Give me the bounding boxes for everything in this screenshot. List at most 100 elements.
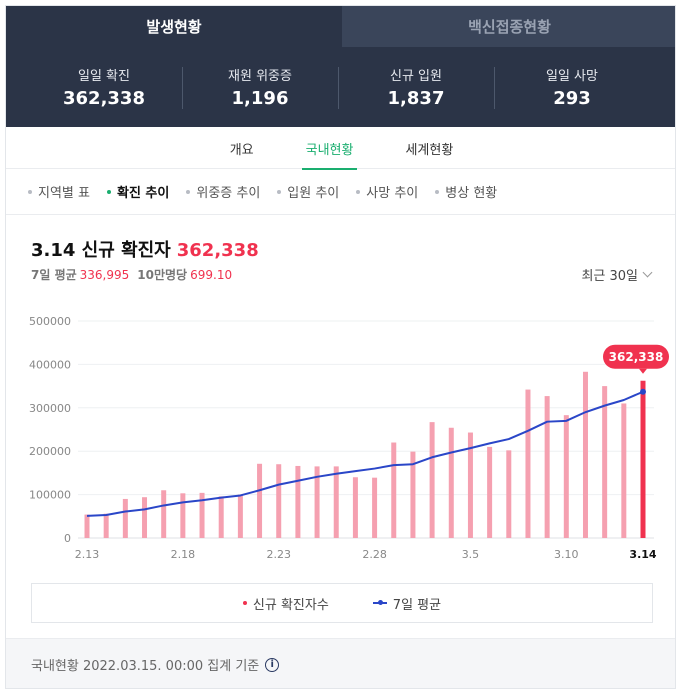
- stat-daily-confirmed: 일일 확진 362,338: [26, 65, 182, 109]
- bar: [314, 466, 320, 538]
- avg-point: [640, 388, 646, 395]
- y-tick-label: 400000: [29, 358, 71, 371]
- legend-item-cases: 신규 확진자수: [242, 594, 329, 613]
- legend-label: 신규 확진자수: [252, 597, 329, 613]
- bar: [218, 496, 224, 538]
- bar: [180, 493, 186, 538]
- category-death-trend[interactable]: 사망 추이: [356, 182, 418, 201]
- chart-title: 3.14 신규 확진자 362,338: [31, 236, 259, 262]
- bar: [352, 477, 358, 538]
- chart-title-text: 3.14 신규 확진자: [31, 240, 171, 261]
- y-tick-label: 200000: [29, 445, 71, 458]
- category-nav: 지역별 표 확진 추이 위중증 추이 입원 추이 사망 추이 병상 현황: [6, 169, 675, 215]
- bar: [487, 446, 493, 538]
- category-bed-status[interactable]: 병상 현황: [435, 182, 497, 201]
- bar: [122, 498, 128, 538]
- bar: [199, 492, 205, 538]
- stat-label: 신규 입원: [390, 69, 442, 84]
- stat-value: 293: [553, 88, 591, 109]
- stat-value: 362,338: [63, 88, 145, 109]
- value-callout: [603, 344, 669, 369]
- bar: [333, 466, 339, 538]
- period-label: 최근 30일: [581, 269, 638, 284]
- bar: [429, 422, 435, 538]
- bar: [84, 514, 90, 538]
- bar: [563, 415, 569, 538]
- x-tick-label: 3.10: [554, 548, 579, 561]
- legend-line-icon: [372, 600, 387, 605]
- category-confirmed-trend[interactable]: 확진 추이: [106, 182, 170, 201]
- bullet-icon: [435, 189, 440, 194]
- tab-outbreak-status[interactable]: 발생현황: [6, 6, 342, 47]
- bar: [621, 403, 627, 538]
- y-tick-label: 300000: [29, 402, 71, 415]
- stat-hospitalized: 신규 입원 1,837: [338, 65, 494, 109]
- sub-tab-bar: 개요 국내현황 세계현황: [6, 127, 675, 170]
- bar: [295, 465, 301, 538]
- chart-title-value: 362,338: [176, 240, 259, 261]
- bar: [582, 371, 588, 538]
- legend-label: 7일 평균: [392, 597, 442, 613]
- stat-deaths: 일일 사망 293: [494, 65, 650, 109]
- category-label: 확진 추이: [116, 186, 170, 201]
- y-tick-label: 500000: [29, 315, 71, 328]
- footer-text: 국내현황 2022.03.15. 00:00 집계 기준: [31, 659, 260, 674]
- avg-value: 336,995: [79, 268, 130, 282]
- bar: [467, 432, 473, 538]
- x-tick-label: 2.23: [266, 548, 291, 561]
- covid-status-widget: 발생현황 백신접종현황 일일 확진 362,338 재원 위중증 1,196 신…: [5, 5, 676, 689]
- x-tick-label: 2.18: [171, 548, 196, 561]
- tab-domestic[interactable]: 국내현황: [280, 127, 380, 170]
- stat-value: 1,837: [387, 88, 445, 109]
- x-tick-label: 2.13: [75, 548, 100, 561]
- stat-label: 일일 확진: [78, 69, 130, 84]
- category-label: 지역별 표: [38, 186, 90, 201]
- x-tick-label: 3.14: [629, 548, 656, 561]
- per-100k-value: 699.10: [190, 268, 233, 282]
- legend-item-avg: 7일 평균: [372, 594, 442, 613]
- top-tab-bar: 발생현황 백신접종현황: [6, 6, 675, 47]
- bar: [602, 386, 608, 538]
- callout-label: 362,338: [609, 350, 664, 364]
- legend-dot-icon: [242, 601, 247, 605]
- stat-critical: 재원 위중증 1,196: [182, 65, 338, 109]
- bar: [544, 396, 550, 538]
- bar: [103, 513, 109, 538]
- avg-line: [86, 390, 644, 517]
- bar: [506, 450, 512, 538]
- y-tick-label: 0: [64, 532, 71, 545]
- bar: [237, 494, 243, 538]
- category-label: 사망 추이: [366, 186, 419, 201]
- y-tick-label: 100000: [29, 489, 71, 502]
- category-critical-trend[interactable]: 위중증 추이: [186, 182, 260, 201]
- category-region-table[interactable]: 지역별 표: [28, 182, 90, 201]
- bar: [410, 451, 416, 538]
- bar: [640, 380, 646, 538]
- category-hospital-trend[interactable]: 입원 추이: [277, 182, 339, 201]
- chevron-down-icon: [642, 267, 653, 278]
- bar: [257, 463, 263, 538]
- category-label: 병상 현황: [445, 186, 498, 201]
- bullet-icon: [28, 189, 32, 194]
- info-icon[interactable]: i: [265, 657, 280, 672]
- tab-vaccination-status[interactable]: 백신접종현황: [342, 6, 675, 47]
- stats-panel: 일일 확진 362,338 재원 위중증 1,196 신규 입원 1,837 일…: [6, 47, 675, 127]
- tab-world[interactable]: 세계현황: [405, 142, 454, 158]
- x-tick-label: 2.28: [362, 548, 387, 561]
- bar: [142, 497, 148, 538]
- tab-overview[interactable]: 개요: [229, 142, 254, 158]
- bar: [161, 490, 167, 538]
- per-100k-label: 10만명당: [137, 268, 188, 282]
- stat-value: 1,196: [231, 88, 289, 109]
- chart-subinfo: 7일 평균 336,995 10만명당 699.10: [31, 266, 240, 283]
- bullet-icon: [277, 189, 282, 194]
- period-select[interactable]: 최근 30일: [581, 265, 653, 284]
- bar: [525, 389, 531, 538]
- x-tick-label: 3.5: [462, 548, 480, 561]
- avg-label: 7일 평균: [31, 268, 77, 282]
- chart-legend: 신규 확진자수 7일 평균: [31, 583, 653, 623]
- bar: [448, 427, 454, 538]
- stat-label: 일일 사망: [546, 69, 598, 84]
- bar: [372, 477, 378, 538]
- footer: 국내현황 2022.03.15. 00:00 집계 기준 i: [6, 638, 675, 688]
